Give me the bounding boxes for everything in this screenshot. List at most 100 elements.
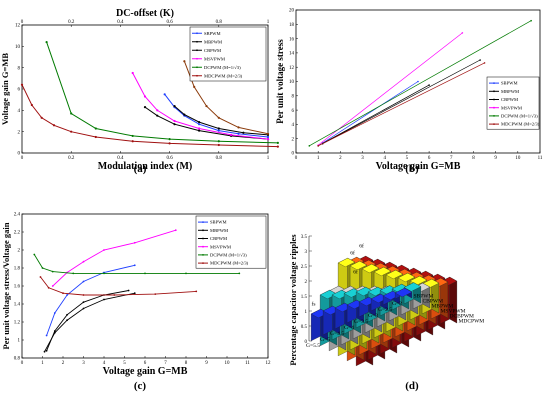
data-point xyxy=(461,32,464,34)
legend-box xyxy=(195,215,267,269)
row-label: G=5 xyxy=(320,337,330,343)
top-tick-label: 0.4 xyxy=(117,20,124,25)
z-tick-label: 3 xyxy=(305,250,308,255)
y-tick-label: 18 xyxy=(289,23,295,28)
panel-caption: (d) xyxy=(405,380,419,392)
data-point xyxy=(70,130,73,133)
legend-label: MSVPWM xyxy=(204,56,225,61)
data-point xyxy=(217,127,220,130)
series-line xyxy=(183,61,269,135)
x-tick-label: 12 xyxy=(266,361,272,366)
data-point xyxy=(82,280,85,283)
y-tick-label: 2 xyxy=(292,137,295,142)
data-point xyxy=(217,140,220,143)
top-tick-label: 0.2 xyxy=(68,20,75,25)
row-label: G=4.5 xyxy=(330,331,344,337)
x-tick-label: 4 xyxy=(383,156,386,161)
x-tick-label: 10 xyxy=(515,156,521,161)
legend-label: DCPWM (M=1/√3) xyxy=(501,114,538,119)
legend-marker xyxy=(196,49,198,52)
x-tick-label: 2 xyxy=(339,156,342,161)
x-axis-title: Modulation index (M) xyxy=(98,161,192,172)
data-point xyxy=(156,114,159,117)
x-tick-label: 11 xyxy=(245,361,250,366)
data-point xyxy=(183,113,186,116)
series-line xyxy=(33,254,240,274)
legend-marker xyxy=(493,123,495,125)
series-label: MBPWM xyxy=(432,304,454,310)
data-point xyxy=(217,143,220,147)
data-point xyxy=(131,134,134,138)
legend-marker xyxy=(493,115,495,117)
bar-annotation: fs xyxy=(312,301,316,308)
y-tick-label: 2.4 xyxy=(14,213,21,218)
data-point xyxy=(266,135,270,139)
data-point xyxy=(173,104,176,108)
y-tick-label: 10 xyxy=(15,45,21,50)
x-tick-label: 6 xyxy=(144,361,147,366)
x-tick-label: 3 xyxy=(361,156,364,161)
legend-box xyxy=(486,76,540,130)
data-point xyxy=(39,276,42,278)
data-point xyxy=(193,85,196,88)
x-tick-label: 9 xyxy=(205,361,208,366)
row-label: G=3 xyxy=(368,313,378,319)
data-point xyxy=(173,119,176,123)
series-line xyxy=(309,20,532,147)
series-line xyxy=(46,264,135,336)
data-point xyxy=(133,292,136,295)
data-point xyxy=(94,127,97,130)
top-tick-label: 0 xyxy=(21,20,24,25)
data-point xyxy=(131,71,134,75)
data-point xyxy=(163,93,166,96)
data-point xyxy=(242,131,245,134)
data-point xyxy=(530,19,532,22)
legend-marker xyxy=(202,229,204,232)
legend-marker xyxy=(202,221,204,224)
data-point xyxy=(45,334,48,337)
data-point xyxy=(183,60,186,63)
x-tick-label: 7 xyxy=(450,156,453,161)
data-point xyxy=(66,313,68,316)
data-point xyxy=(205,104,208,108)
x-tick-label: 8 xyxy=(472,156,475,161)
series-label: DCBPWM xyxy=(450,314,475,320)
y-tick-label: 8 xyxy=(18,66,21,71)
legend-label: CBPWM xyxy=(210,236,227,241)
y-axis-title: Per unit voltage stress/Voltage gain xyxy=(1,222,11,349)
legend-marker xyxy=(202,254,204,256)
x-tick-label: 9 xyxy=(494,156,497,161)
data-point xyxy=(82,301,85,304)
z-tick-label: 0 xyxy=(305,340,308,345)
data-point xyxy=(52,124,56,127)
z-tick-label: 2 xyxy=(305,280,308,285)
x-tick-label: 0 xyxy=(21,156,24,161)
series-line xyxy=(52,229,176,287)
x-tick-label: 4 xyxy=(103,361,106,366)
data-point xyxy=(266,138,270,141)
data-point xyxy=(238,272,241,275)
series-line xyxy=(318,84,430,147)
data-point xyxy=(144,272,146,275)
panel-caption: (c) xyxy=(134,380,147,392)
row-label: G=3.5 xyxy=(354,319,368,325)
data-point xyxy=(113,294,116,296)
top-tick-label: 0.6 xyxy=(166,20,173,25)
x-tick-label: 2 xyxy=(62,361,65,366)
y-tick-label: 6 xyxy=(18,88,21,93)
y-tick-label: 0 xyxy=(292,152,295,157)
x-tick-label: 10 xyxy=(225,361,231,366)
row-label: G=2.5 xyxy=(378,307,392,313)
legend-marker xyxy=(493,82,495,84)
y-tick-label: 16 xyxy=(289,37,295,42)
legend-marker xyxy=(493,98,495,101)
y-tick-label: 20 xyxy=(289,9,295,14)
data-point xyxy=(217,116,220,119)
y-tick-label: 14 xyxy=(289,52,295,57)
row-label: G=2 xyxy=(392,301,402,307)
legend-label: MBPWM xyxy=(210,228,228,233)
y-tick-label: 6 xyxy=(292,109,295,114)
bar-top-face xyxy=(349,260,368,271)
series-line xyxy=(318,62,485,147)
